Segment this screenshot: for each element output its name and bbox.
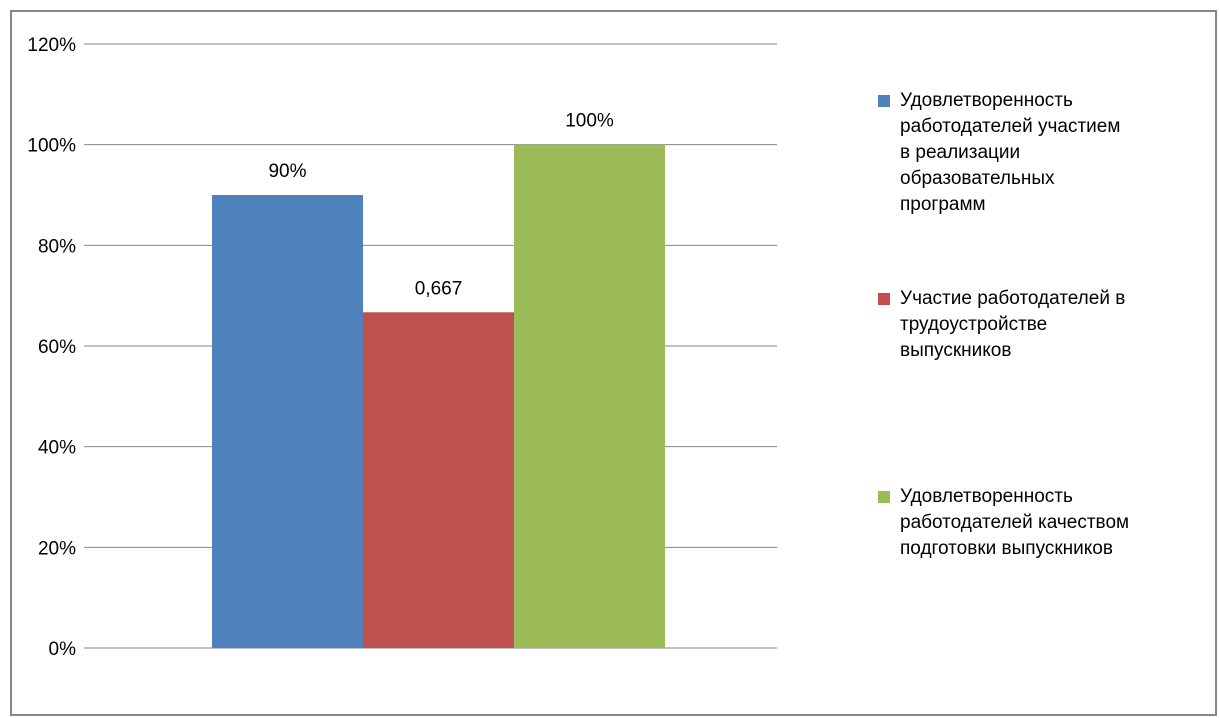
legend-item-2: Участие работодателей в трудоустройстве … <box>878 286 1208 364</box>
y-axis-tick-labels: 0% 20% 40% 60% 80% 100% 120% <box>27 35 76 660</box>
legend-label: Участие работодателей в трудоустройстве … <box>900 288 1126 361</box>
bar-2 <box>363 312 514 648</box>
legend-label: Удовлетворенность работодателей качество… <box>900 486 1130 559</box>
y-tick-label: 0% <box>49 639 77 660</box>
y-tick-label: 40% <box>38 438 76 459</box>
legend-swatch <box>878 95 890 107</box>
legend-item-1: Удовлетворенность работодателей участием… <box>878 88 1208 218</box>
data-label-3: 100% <box>565 111 614 132</box>
legend-swatch <box>878 293 890 305</box>
y-tick-label: 100% <box>27 136 76 157</box>
bars <box>212 144 665 648</box>
y-tick-label: 60% <box>38 337 76 358</box>
bar-3 <box>514 144 665 648</box>
y-tick-label: 20% <box>38 538 76 559</box>
bar-1 <box>212 195 363 648</box>
legend-swatch <box>878 491 890 503</box>
data-labels: 90% 0,667 100% <box>268 111 613 300</box>
y-tick-label: 80% <box>38 236 76 257</box>
y-tick-label: 120% <box>27 35 76 56</box>
legend-label: Удовлетворенность работодателей участием… <box>900 90 1121 215</box>
legend-item-3: Удовлетворенность работодателей качество… <box>878 484 1208 562</box>
data-label-1: 90% <box>268 161 306 182</box>
data-label-2: 0,667 <box>415 278 463 299</box>
